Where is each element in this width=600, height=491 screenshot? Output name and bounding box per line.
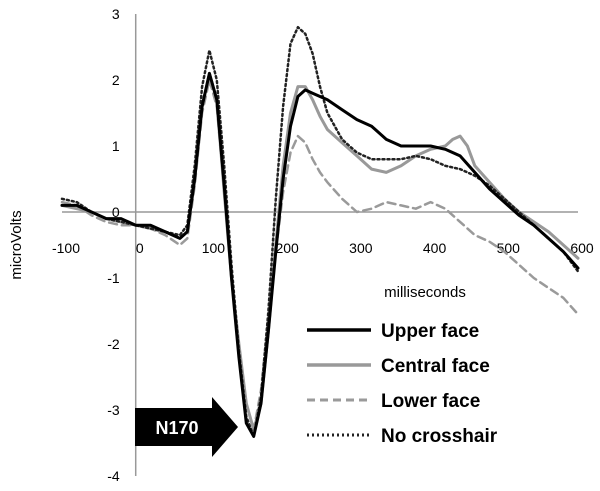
legend-label-central-face: Central face [381, 356, 490, 377]
legend-label-upper-face: Upper face [381, 321, 479, 342]
y-axis-title: microVolts [8, 210, 25, 279]
series-line-upper-face [60, 71, 580, 438]
x-tick-label: 500 [497, 240, 521, 256]
series-line-no-crosshair [60, 25, 580, 438]
y-tick-label: 3 [112, 6, 120, 22]
legend-label-lower-face: Lower face [381, 391, 480, 412]
axes [62, 14, 578, 476]
y-tick-label: 0 [112, 204, 120, 220]
series-line-lower-face [60, 78, 580, 432]
y-tick-label: 2 [112, 72, 120, 88]
x-tick-label: 0 [136, 240, 144, 256]
x-tick-label: 400 [423, 240, 447, 256]
legend-label-no-crosshair: No crosshair [381, 426, 498, 447]
x-axis-title: milliseconds [384, 284, 466, 301]
x-tick-label: 300 [349, 240, 373, 256]
y-tick-label: 1 [112, 138, 120, 154]
y-tick-label: -2 [107, 336, 120, 352]
n170-arrow [135, 397, 238, 457]
tick-labels: -100 0 100 200 300 400 500 600 3 2 1 0 -1 -2 -3 -4 [52, 6, 594, 484]
y-tick-label: -3 [107, 402, 120, 418]
legend: Upper face Central face Lower face No cross… [307, 321, 498, 447]
x-tick-label: 100 [202, 240, 226, 256]
n170-annotation: N170 [135, 397, 238, 457]
x-tick-label: 200 [275, 240, 299, 256]
n170-label: N170 [155, 418, 198, 438]
x-tick-label: -100 [52, 240, 80, 256]
y-tick-label: -1 [107, 270, 120, 286]
series-lines [60, 25, 580, 438]
y-tick-label: -4 [107, 468, 120, 484]
x-tick-label: 600 [570, 240, 594, 256]
